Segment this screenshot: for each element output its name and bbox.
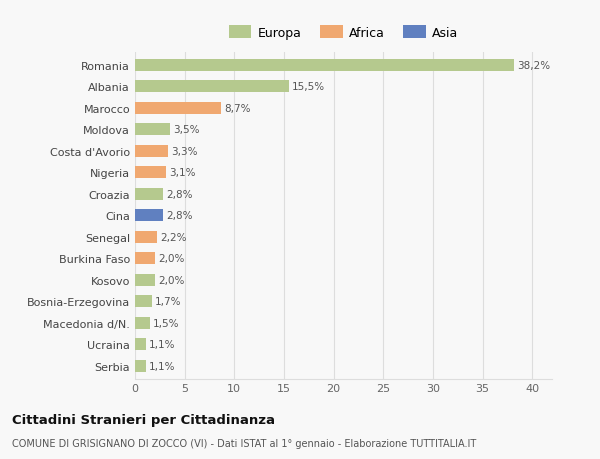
Text: 3,3%: 3,3% (171, 146, 197, 157)
Bar (135, 253, 155, 264)
Text: 2,2%: 2,2% (160, 232, 187, 242)
Bar (135, 167, 166, 179)
Text: 1,1%: 1,1% (149, 361, 175, 371)
Legend: Europa, Africa, Asia: Europa, Africa, Asia (225, 22, 462, 43)
Text: 3,5%: 3,5% (173, 125, 199, 135)
Bar (135, 317, 150, 329)
Text: 38,2%: 38,2% (517, 61, 550, 71)
Text: 2,8%: 2,8% (166, 211, 192, 221)
Bar (135, 231, 157, 243)
Bar (135, 274, 155, 286)
Bar (135, 146, 168, 157)
Bar (135, 103, 221, 114)
Text: COMUNE DI GRISIGNANO DI ZOCCO (VI) - Dati ISTAT al 1° gennaio - Elaborazione TUT: COMUNE DI GRISIGNANO DI ZOCCO (VI) - Dat… (12, 438, 476, 448)
Bar (135, 60, 514, 72)
Bar (135, 360, 146, 372)
Bar (135, 210, 163, 222)
Text: 1,1%: 1,1% (149, 339, 175, 349)
Text: 15,5%: 15,5% (292, 82, 325, 92)
Text: 3,1%: 3,1% (169, 168, 195, 178)
Bar (135, 338, 146, 350)
Bar (135, 188, 163, 200)
Text: 1,7%: 1,7% (155, 297, 181, 307)
Text: Cittadini Stranieri per Cittadinanza: Cittadini Stranieri per Cittadinanza (12, 413, 275, 426)
Bar (135, 81, 289, 93)
Bar (135, 296, 152, 308)
Text: 2,0%: 2,0% (158, 254, 184, 263)
Text: 2,0%: 2,0% (158, 275, 184, 285)
Text: 2,8%: 2,8% (166, 189, 192, 199)
Text: 1,5%: 1,5% (153, 318, 179, 328)
Bar (135, 124, 170, 136)
Text: 8,7%: 8,7% (224, 104, 251, 113)
